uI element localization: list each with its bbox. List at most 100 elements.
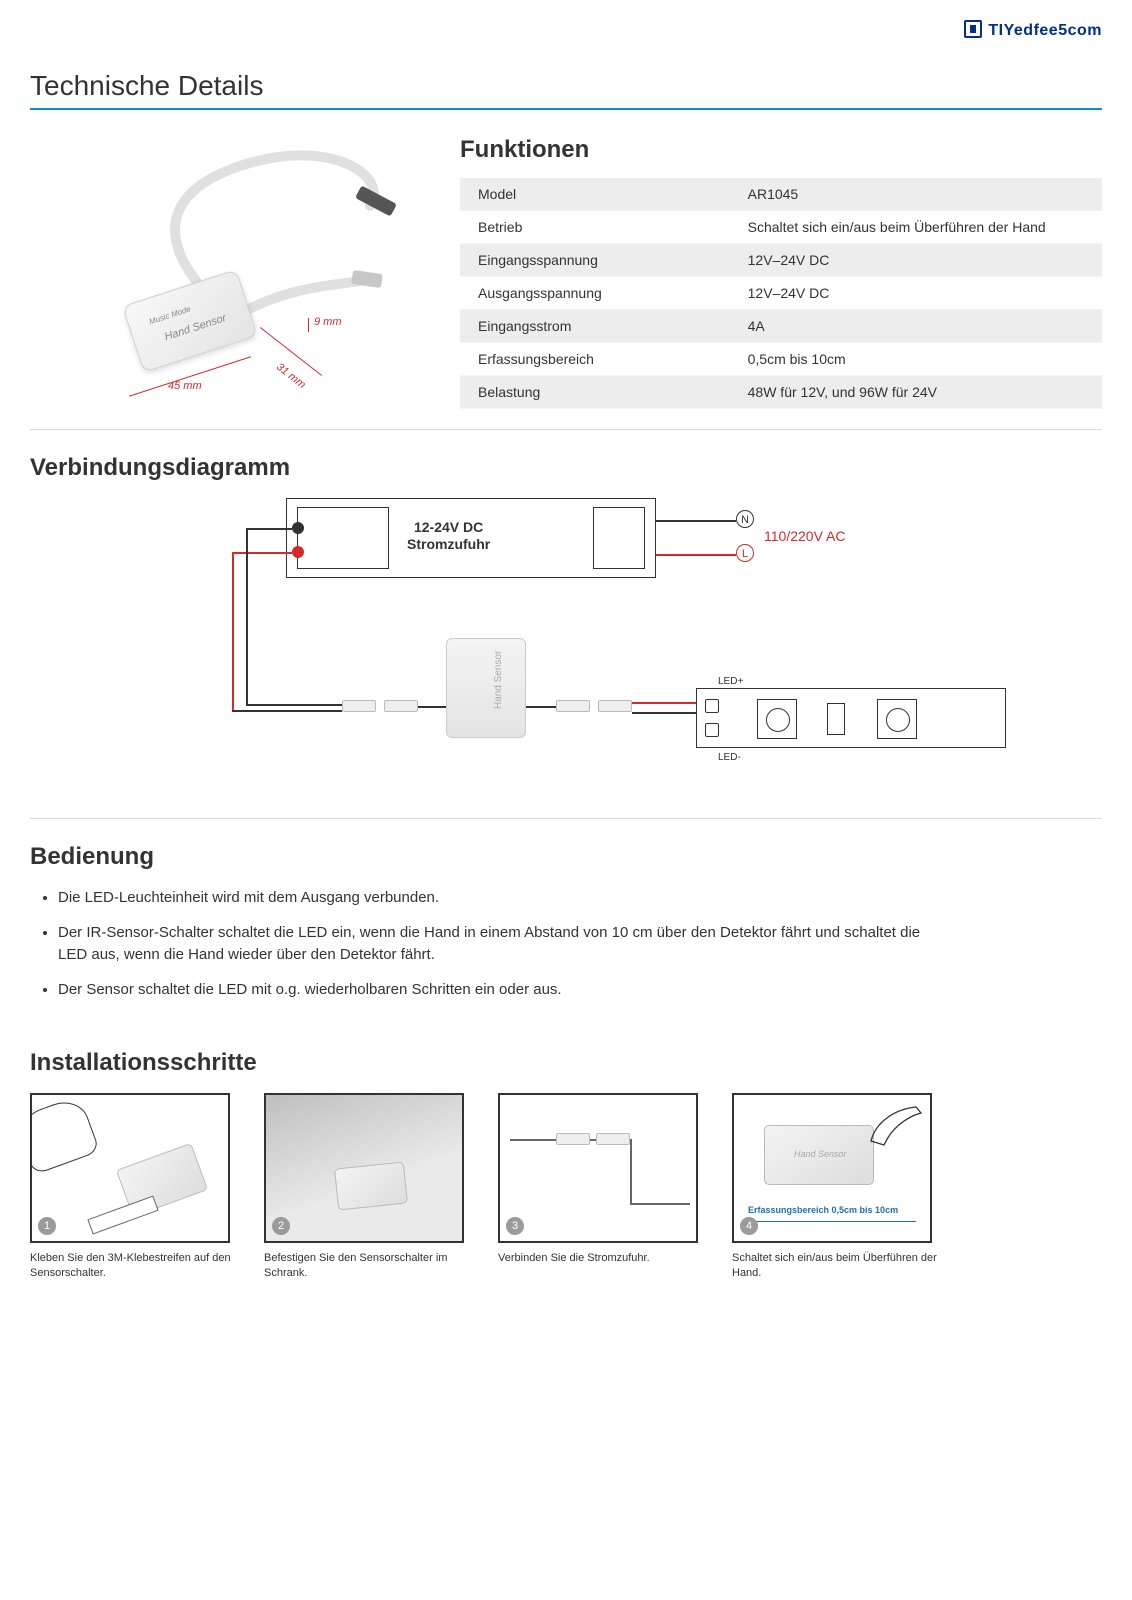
led-chip-2 bbox=[877, 699, 917, 739]
step-4-thumb: Hand Sensor Erfassungsbereich 0,5cm bis … bbox=[732, 1093, 932, 1243]
led-minus-label: LED- bbox=[718, 752, 741, 763]
psu-label: 12-24V DC Stromzufuhr bbox=[407, 519, 490, 553]
led-plus-label: LED+ bbox=[718, 676, 743, 687]
operation-item: Der Sensor schaltet die LED mit o.g. wie… bbox=[58, 979, 938, 1002]
pad-minus bbox=[705, 723, 719, 737]
ac-label: 110/220V AC bbox=[764, 528, 845, 544]
spec-column: Funktionen ModelAR1045BetriebSchaltet si… bbox=[460, 136, 1102, 409]
watermark: TIYedfee5com bbox=[30, 20, 1102, 40]
w8 bbox=[632, 702, 696, 704]
step-2-caption: Befestigen Sie den Sensorschalter im Sch… bbox=[264, 1251, 474, 1281]
spec-key: Ausgangsspannung bbox=[460, 277, 730, 310]
plug-b bbox=[596, 1133, 630, 1145]
spec-row: Erfassungsbereich0,5cm bis 10cm bbox=[460, 343, 1102, 376]
step-3-num: 3 bbox=[506, 1217, 524, 1235]
connection-diagram: 12-24V DC Stromzufuhr N L 110/220V AC Ha… bbox=[116, 498, 1016, 798]
w5 bbox=[232, 710, 342, 712]
spec-value: Schaltet sich ein/aus beim Überführen de… bbox=[730, 211, 1102, 244]
wire-n bbox=[656, 520, 736, 522]
watermark-text: TIYedfee5com bbox=[988, 22, 1102, 39]
step-1-caption: Kleben Sie den 3M-Klebestreifen auf den … bbox=[30, 1251, 240, 1281]
step-1-thumb: 1 bbox=[30, 1093, 230, 1243]
dc-pos-dot bbox=[292, 546, 304, 558]
w1 bbox=[246, 528, 292, 530]
hand-sensor-module: Hand Sensor bbox=[446, 638, 526, 738]
install-steps: 1 Kleben Sie den 3M-Klebestreifen auf de… bbox=[30, 1093, 1102, 1281]
functions-heading: Funktionen bbox=[460, 136, 1102, 164]
hs-label: Hand Sensor bbox=[493, 651, 504, 709]
w3 bbox=[246, 528, 248, 706]
sensor-mini-2 bbox=[334, 1161, 408, 1210]
step-1-num: 1 bbox=[38, 1217, 56, 1235]
hand-icon bbox=[30, 1095, 100, 1175]
dc-neg-dot bbox=[292, 522, 304, 534]
spec-value: 12V–24V DC bbox=[730, 244, 1102, 277]
pad-plus bbox=[705, 699, 719, 713]
step-2: 2 Befestigen Sie den Sensorschalter im S… bbox=[264, 1093, 474, 1281]
step4-range: Erfassungsbereich 0,5cm bis 10cm bbox=[748, 1205, 898, 1215]
spec-tbody: ModelAR1045BetriebSchaltet sich ein/aus … bbox=[460, 178, 1102, 409]
step4-sensor-label: Hand Sensor bbox=[794, 1149, 847, 1159]
led-strip bbox=[696, 688, 1006, 748]
label-n: N bbox=[736, 510, 754, 528]
operation-item: Die LED-Leuchteinheit wird mit dem Ausga… bbox=[58, 887, 938, 910]
led-chip-1 bbox=[757, 699, 797, 739]
plug-in-2 bbox=[384, 700, 418, 712]
step-4-num: 4 bbox=[740, 1217, 758, 1235]
spec-key: Eingangsspannung bbox=[460, 244, 730, 277]
step-4-caption: Schaltet sich ein/aus beim Überführen de… bbox=[732, 1251, 942, 1281]
brand-icon bbox=[964, 20, 982, 38]
w2 bbox=[232, 552, 292, 554]
spec-row: BetriebSchaltet sich ein/aus beim Überfü… bbox=[460, 211, 1102, 244]
plug-out-2 bbox=[598, 700, 632, 712]
w5b bbox=[246, 704, 342, 706]
spec-value: 48W für 12V, und 96W für 24V bbox=[730, 376, 1102, 409]
plug-in-1 bbox=[342, 700, 376, 712]
step-3-thumb: 3 bbox=[498, 1093, 698, 1243]
divider-1 bbox=[30, 429, 1102, 430]
dim-width: 45 mm bbox=[168, 380, 202, 392]
product-figure: Music Mode Hand Sensor 45 mm 31 mm 9 mm bbox=[30, 136, 430, 406]
spec-row: Ausgangsspannung12V–24V DC bbox=[460, 277, 1102, 310]
top-row: Music Mode Hand Sensor 45 mm 31 mm 9 mm … bbox=[30, 136, 1102, 409]
psu-term-n bbox=[625, 513, 637, 525]
operation-heading: Bedienung bbox=[30, 843, 1102, 871]
operation-item: Der IR-Sensor-Schalter schaltet die LED … bbox=[58, 922, 938, 967]
page-title: Technische Details bbox=[30, 70, 1102, 102]
spec-value: 0,5cm bis 10cm bbox=[730, 343, 1102, 376]
step-2-thumb: 2 bbox=[264, 1093, 464, 1243]
title-rule bbox=[30, 108, 1102, 110]
spec-key: Erfassungsbereich bbox=[460, 343, 730, 376]
step-4: Hand Sensor Erfassungsbereich 0,5cm bis … bbox=[732, 1093, 942, 1281]
spec-value: AR1045 bbox=[730, 178, 1102, 211]
spec-key: Eingangsstrom bbox=[460, 310, 730, 343]
step-1: 1 Kleben Sie den 3M-Klebestreifen auf de… bbox=[30, 1093, 240, 1281]
spec-value: 12V–24V DC bbox=[730, 277, 1102, 310]
dim-line-height bbox=[308, 318, 309, 332]
resistor bbox=[827, 703, 845, 735]
dim-height: 9 mm bbox=[314, 316, 342, 328]
range-line bbox=[748, 1221, 916, 1222]
wire-b bbox=[630, 1139, 632, 1203]
spec-value: 4A bbox=[730, 310, 1102, 343]
spec-table: ModelAR1045BetriebSchaltet sich ein/aus … bbox=[460, 178, 1102, 409]
wire-c bbox=[630, 1203, 690, 1205]
psu-line2: Stromzufuhr bbox=[407, 536, 490, 552]
label-l: L bbox=[736, 544, 754, 562]
connection-heading: Verbindungsdiagramm bbox=[30, 454, 1102, 482]
step-2-num: 2 bbox=[272, 1217, 290, 1235]
plug-out-1 bbox=[556, 700, 590, 712]
spec-row: ModelAR1045 bbox=[460, 178, 1102, 211]
plug-a bbox=[556, 1133, 590, 1145]
spec-row: Eingangsspannung12V–24V DC bbox=[460, 244, 1102, 277]
spec-key: Betrieb bbox=[460, 211, 730, 244]
psu-box: 12-24V DC Stromzufuhr bbox=[286, 498, 656, 578]
spec-key: Belastung bbox=[460, 376, 730, 409]
spec-key: Model bbox=[460, 178, 730, 211]
operation-list: Die LED-Leuchteinheit wird mit dem Ausga… bbox=[30, 887, 1102, 1001]
w6 bbox=[418, 706, 446, 708]
psu-line1: 12-24V DC bbox=[414, 519, 483, 535]
install-heading: Installationsschritte bbox=[30, 1049, 1102, 1077]
w7 bbox=[526, 706, 556, 708]
step-3-caption: Verbinden Sie die Stromzufuhr. bbox=[498, 1251, 708, 1266]
